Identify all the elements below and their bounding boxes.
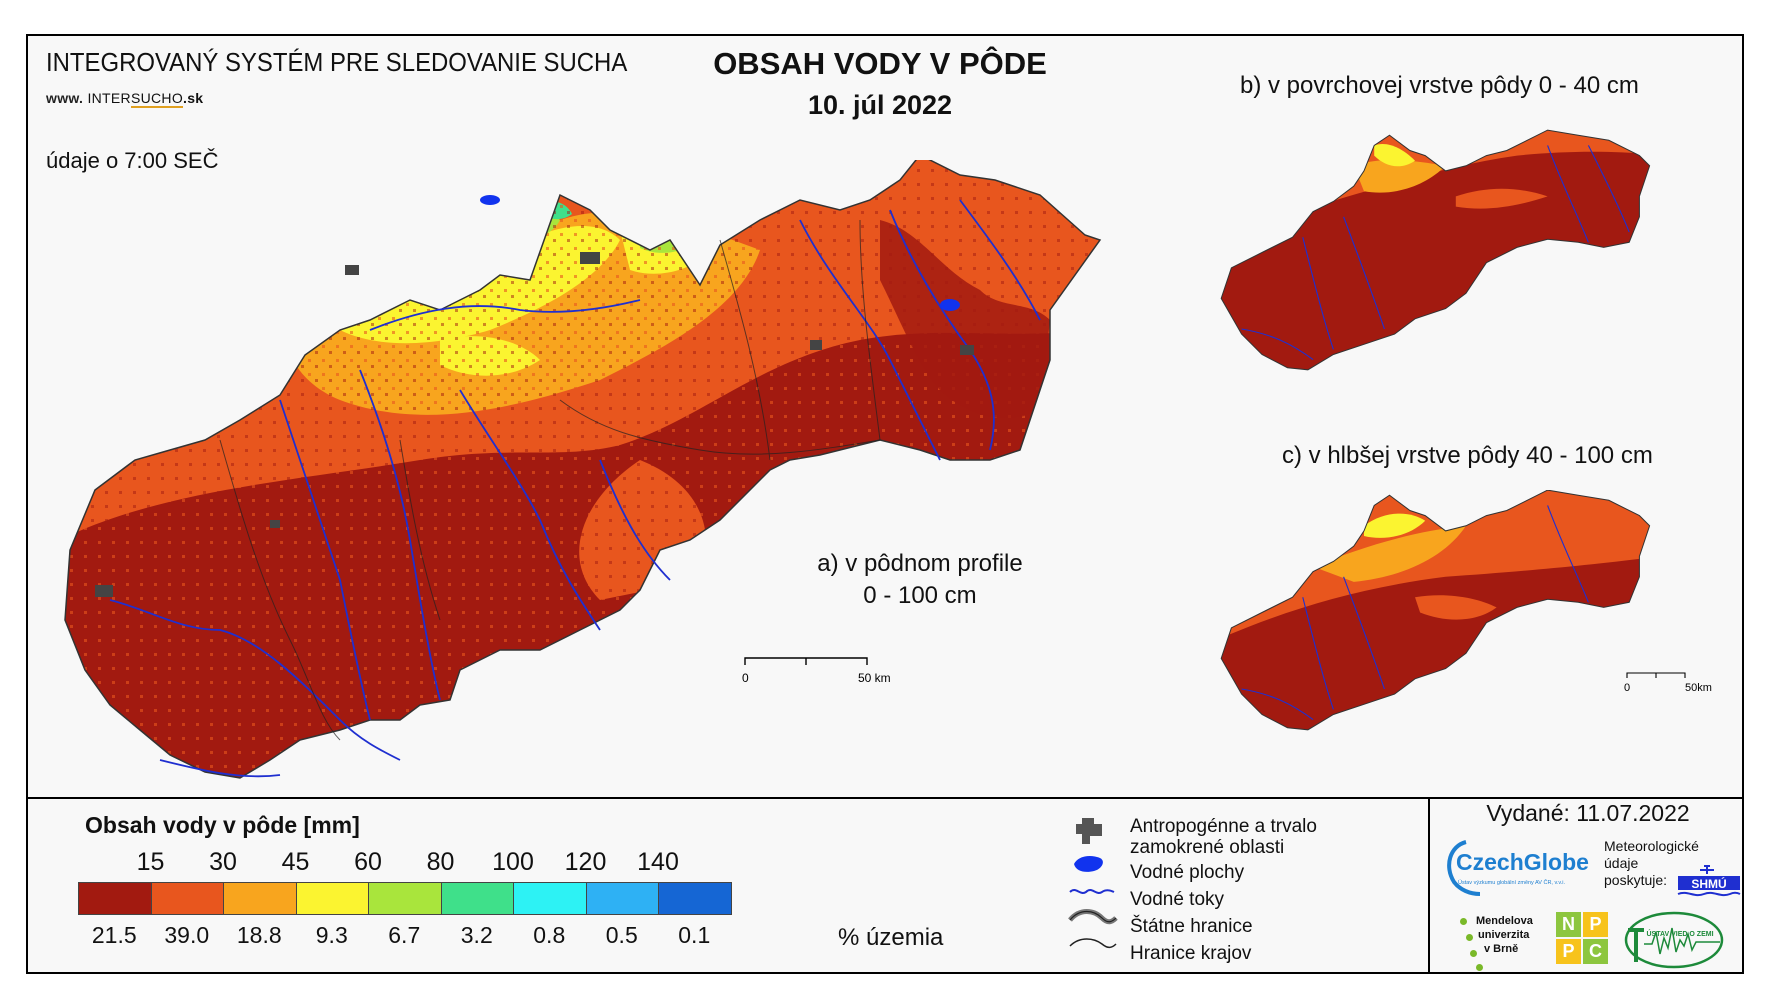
region-border-icon: [1069, 938, 1117, 949]
map-c-label: c) v hlbšej vrstve pôdy 40 - 100 cm: [1282, 442, 1653, 469]
legend-percent-value: 39.0: [164, 922, 210, 948]
percent-unit-label: % územia: [838, 924, 944, 951]
website-suffix: .sk: [183, 90, 204, 106]
symbol-label-state-borders: Štátne hranice: [1130, 916, 1253, 937]
mendel-dot-icon: [1470, 950, 1477, 957]
legend-percent-value: 9.3: [315, 922, 348, 948]
main-title: OBSAH VODY V PÔDE: [713, 46, 1047, 81]
mendel-line1: Mendelova: [1476, 915, 1533, 927]
mendel-line2: univerzita: [1478, 929, 1530, 941]
legend-title: Obsah vody v pôde [mm]: [85, 812, 360, 838]
symbol-label-anthropogenic: Antropogénne a trvalo zamokrené oblasti: [1130, 816, 1317, 858]
website-part1: INTER: [87, 90, 131, 106]
uvz-name: ÚSTAV VIED O ZEMI: [1646, 929, 1713, 938]
nppc-logo: N P P C: [1556, 912, 1608, 964]
symbol-label-rivers: Vodné toky: [1130, 889, 1225, 910]
legend-threshold-label: 100: [492, 848, 534, 876]
map-a-label-line1: a) v pôdnom profile: [817, 550, 1023, 577]
logo-divider: [1428, 797, 1430, 974]
legend-color-swatch: [150, 882, 224, 915]
legend-color-swatch: [368, 882, 442, 915]
legend-percent-value: 0.8: [533, 922, 566, 948]
water-body-icon: [1074, 856, 1103, 872]
map-c-deep-layer: 0 50km: [1220, 490, 1712, 731]
scale-small-50km: 50km: [1685, 682, 1712, 694]
legend-percent-value: 0.1: [678, 922, 711, 948]
anthropogenic-area-icon: [1076, 818, 1102, 844]
scale-small-zero: 0: [1624, 682, 1630, 694]
legend-percent-value: 0.5: [605, 922, 638, 948]
legend-threshold-label: 15: [136, 848, 165, 876]
nppc-letter: N: [1556, 912, 1581, 937]
legend-threshold-label: 60: [354, 848, 382, 876]
legend-threshold-label: 30: [209, 848, 237, 876]
legend-color-swatch: [658, 882, 732, 915]
legend-color-swatch: [295, 882, 369, 915]
uvz-logo: ÚSTAV VIED O ZEMI: [1624, 911, 1724, 969]
legend-threshold-label: 120: [564, 848, 607, 876]
mendel-line3: v Brně: [1484, 943, 1519, 955]
mendel-university-logo: Mendelova univerzita v Brně: [1454, 914, 1544, 971]
legend-threshold-label: 45: [281, 848, 310, 876]
meteo-line2: údaje: [1604, 855, 1639, 871]
legend-percent-value: 18.8: [236, 922, 282, 948]
legend-percent-value: 21.5: [91, 922, 137, 948]
map-a-label-line2: 0 - 100 cm: [863, 582, 977, 609]
shmu-logo: SHMÚ: [1677, 865, 1741, 897]
mendel-dot-icon: [1476, 964, 1483, 971]
nppc-letter: P: [1583, 912, 1608, 937]
legend-color-swatch: [585, 882, 659, 915]
legend-color-swatch: [223, 882, 297, 915]
czechglobe-logo: CzechGlobe Ústav výzkumu globální změny …: [1447, 840, 1589, 896]
symbol-label-water-bodies: Vodné plochy: [1130, 862, 1245, 883]
legend-color-swatch: [78, 882, 152, 915]
legend-color-swatch: [513, 882, 587, 915]
legend-percent-value: 6.7: [388, 922, 421, 948]
system-title: INTEGROVANÝ SYSTÉM PRE SLEDOVANIE SUCHA: [46, 47, 628, 77]
legend-threshold-label: 140: [637, 848, 679, 876]
legend-percent-value: 3.2: [460, 922, 493, 948]
nppc-letter: C: [1583, 939, 1608, 964]
map-a-label: a) v pôdnom profile 0 - 100 cm: [770, 548, 1070, 612]
website-part2: SUCHO: [130, 90, 184, 108]
symbol-label-region-borders: Hranice krajov: [1130, 943, 1252, 964]
map-b-label: b) v povrchovej vrstve pôdy 0 - 40 cm: [1240, 72, 1639, 99]
meteo-line3: poskytuje:: [1604, 872, 1668, 888]
map-b-surface-layer: [1220, 129, 1651, 371]
state-border-icon: [1068, 909, 1118, 925]
shmu-name: SHMÚ: [1691, 876, 1726, 891]
legend-divider: [26, 797, 1744, 799]
legend-color-swatch: [440, 882, 514, 915]
czechglobe-name: CzechGlobe: [1456, 849, 1589, 875]
legend-threshold-label: 80: [426, 848, 455, 876]
meteo-provider: Meteorologické údaje poskytuje:: [1604, 838, 1699, 889]
map-a-soil-profile: 0 50 km: [64, 160, 1102, 779]
website-link[interactable]: www. INTERSUCHO.sk: [46, 90, 204, 108]
mendel-dot-icon: [1460, 918, 1467, 925]
symbol-legend-icons: [1068, 818, 1118, 949]
nppc-letter: P: [1556, 939, 1581, 964]
issued-date: Vydané: 11.07.2022: [1486, 800, 1690, 826]
scale-50km: 50 km: [858, 671, 891, 685]
data-time: údaje o 7:00 SEČ: [46, 148, 219, 173]
website-prefix: www.: [46, 90, 84, 106]
mendel-dot-icon: [1466, 934, 1473, 941]
main-date: 10. júl 2022: [807, 90, 953, 120]
czechglobe-subtitle: Ústav výzkumu globální změny AV ČR, v.v.…: [1458, 879, 1565, 886]
meteo-line1: Meteorologické: [1604, 838, 1699, 854]
scale-zero: 0: [742, 671, 749, 685]
river-icon: [1069, 889, 1115, 894]
